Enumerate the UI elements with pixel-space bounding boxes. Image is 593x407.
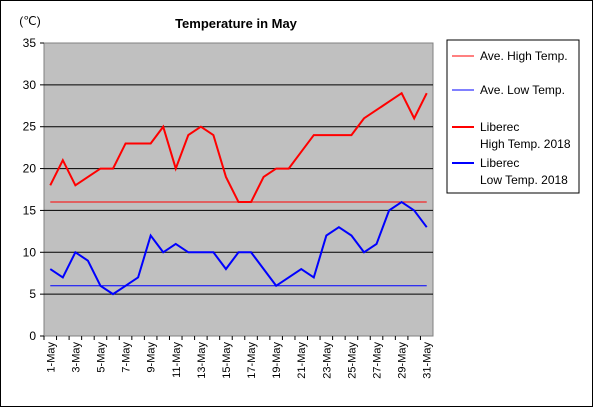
chart-title: Temperature in May [175,16,298,31]
y-tick-label: 15 [23,203,37,217]
y-tick-label: 20 [23,162,37,176]
legend-box [446,39,580,194]
x-tick-label: 11-May [171,342,183,378]
x-tick-label: 1-May [45,342,57,373]
x-tick-label: 27-May [372,342,384,379]
x-tick-label: 15-May [221,342,233,379]
x-tick-label: 5-May [95,342,107,373]
legend-label-3: High Temp. 2018 [480,137,571,151]
y-tick-label: 30 [23,78,37,92]
series-line-4 [49,200,428,296]
y-tick-label: 10 [23,245,37,259]
x-tick-label: 19-May [271,342,283,379]
x-tick-label: 9-May [146,342,158,373]
x-tick-label: 7-May [121,342,133,373]
y-tick-label: 35 [23,36,37,50]
legend-label-4: Low Temp. 2018 [480,173,568,187]
x-tick-label: 31-May [422,342,434,379]
y-tick-label: 25 [23,120,37,134]
x-tick-label: 17-May [246,342,258,379]
y-tick-label: 0 [29,329,36,343]
grid-lines [44,84,433,295]
y-axis-unit-label: (℃) [19,14,40,28]
legend-label-1: Ave. High Temp. [480,49,568,63]
y-tick-label: 5 [29,287,36,301]
series-group [49,91,428,296]
legend-label-2: Ave. Low Temp. [480,83,565,97]
series-line-3 [49,91,428,204]
legend: Ave. High Temp. Ave. Low Temp. Liberec High… [452,49,571,187]
x-tick-label: 29-May [397,342,409,379]
x-tick-label: 13-May [196,342,208,379]
x-axis-ticks: 1-May 3-May 5-May 7-May 9-May 11-May 13-May 15-… [43,336,434,379]
y-axis-ticks: 0 5 10 15 20 25 30 35 [23,36,44,343]
x-tick-label: 25-May [346,342,358,379]
legend-label-4: Liberec [480,156,519,170]
x-tick-label: 3-May [70,342,82,373]
x-tick-label: 21-May [296,342,308,379]
legend-label-3: Liberec [480,120,519,134]
plot-area [43,42,434,337]
x-tick-label: 23-May [321,342,333,379]
